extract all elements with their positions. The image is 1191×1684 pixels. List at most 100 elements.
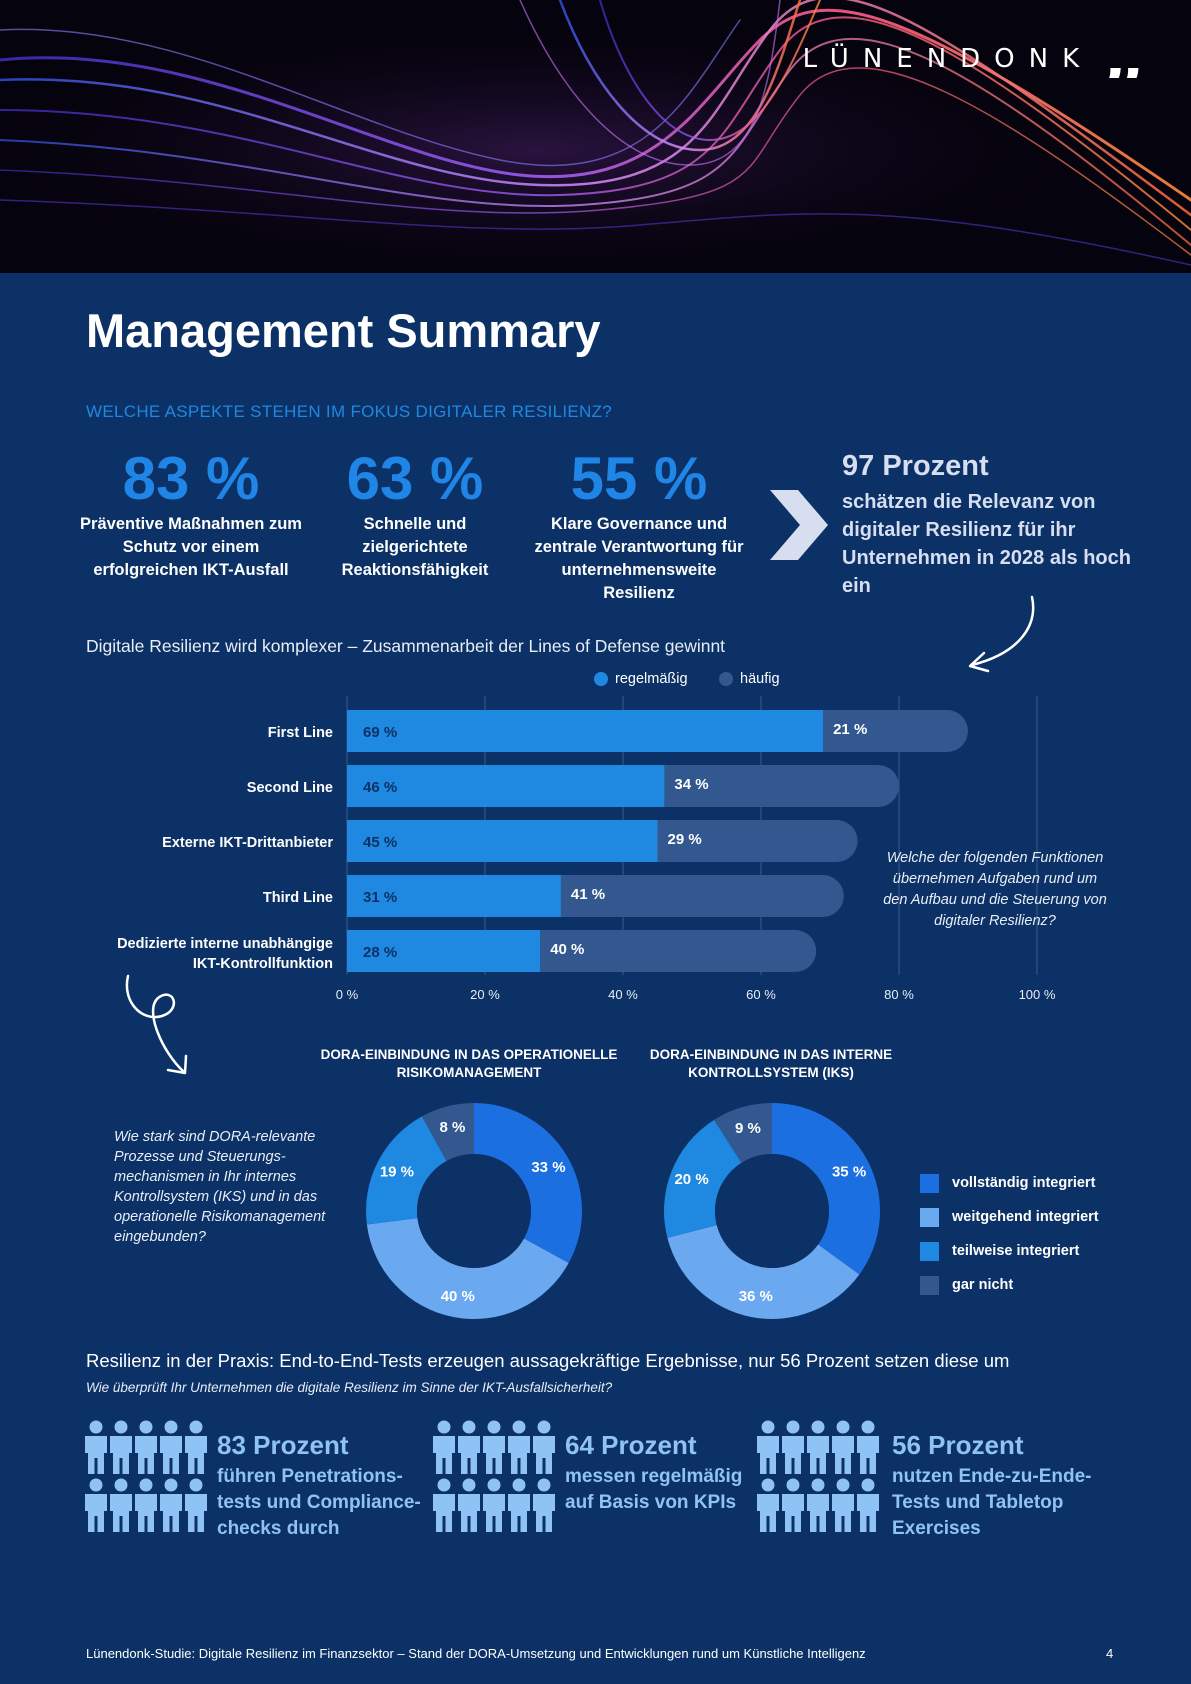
brand-quote-mark: „ xyxy=(1101,34,1146,78)
legend-item-haeufig: häufig xyxy=(719,671,780,687)
person-icon xyxy=(508,1420,530,1474)
bar-haeufig xyxy=(560,875,844,917)
focus-stat-value: 63 % xyxy=(346,445,484,512)
x-tick-label: 40 % xyxy=(608,987,638,1002)
focus-stat-value: 83 % xyxy=(122,445,260,512)
person-icon xyxy=(483,1420,505,1474)
lines-of-defense-bar-chart: 0 % 20 % 40 % 60 % 80 % 100 % 69 % 21 % First Li… xyxy=(117,696,1056,1002)
person-icon xyxy=(832,1420,854,1474)
bar-value-label: 31 % xyxy=(363,889,397,906)
donut-hole xyxy=(715,1154,829,1268)
focus-stat-desc: Schnelle und zielgerichtete Reaktionsfäh… xyxy=(341,515,489,579)
person-icon xyxy=(110,1420,132,1474)
legend-item-gar-nicht: gar nicht xyxy=(920,1268,1099,1302)
bar-regelmaessig xyxy=(347,710,824,752)
practice-stat-head: 56 Prozent xyxy=(892,1430,1024,1460)
legend-label: häufig xyxy=(740,671,780,687)
bar-category-label: Dedizierte interne unabhängige xyxy=(117,936,333,952)
person-icon xyxy=(757,1420,779,1474)
bar-chart-question: Welche der folgenden Funktionen übernehm… xyxy=(883,850,1107,929)
practice-stat-body: führen Penetrations-tests und Compliance… xyxy=(217,1466,421,1539)
footer-text: Lünendonk-Studie: Digitale Resilienz im … xyxy=(86,1646,866,1661)
page-number: 4 xyxy=(1106,1646,1114,1661)
legend-swatch xyxy=(920,1275,939,1295)
person-icon xyxy=(807,1478,829,1532)
person-icon xyxy=(857,1478,879,1532)
person-icon xyxy=(135,1478,157,1532)
practice-stat-body: nutzen Ende-zu-Ende-Tests und Tabletop E… xyxy=(892,1466,1092,1539)
donut-slice xyxy=(667,1225,860,1319)
legend-swatch xyxy=(719,672,733,686)
donut-legend: vollständig integriert weitgehend integr… xyxy=(920,1166,1099,1302)
legend-item-weitgehend: weitgehend integriert xyxy=(920,1200,1099,1234)
bar-regelmaessig xyxy=(347,875,561,917)
legend-swatch xyxy=(920,1207,939,1227)
legend-label: gar nicht xyxy=(952,1277,1014,1293)
bar-value-label: 21 % xyxy=(833,721,867,738)
bar-value-label: 34 % xyxy=(674,776,708,793)
person-icon xyxy=(85,1420,107,1474)
donut-value-label: 40 % xyxy=(441,1288,475,1305)
person-icon xyxy=(782,1478,804,1532)
x-tick-label: 60 % xyxy=(746,987,776,1002)
donut-value-label: 9 % xyxy=(735,1120,761,1137)
legend-label: vollständig integriert xyxy=(952,1175,1096,1191)
curved-arrow-icon xyxy=(968,595,1035,673)
donut-slice xyxy=(421,1103,474,1162)
focus-stat-2: 63 % Schnelle und zielgerichtete Reaktio… xyxy=(300,447,530,582)
person-icon xyxy=(533,1478,555,1532)
practice-stat-1: 83 Prozent führen Penetrations-tests und… xyxy=(217,1428,442,1542)
person-icon xyxy=(135,1420,157,1474)
donut-title-risikomanagement: DORA-EINBINDUNG IN DAS OPERATIONELLE RIS… xyxy=(320,1047,618,1080)
x-tick-label: 100 % xyxy=(1019,987,1056,1002)
focus-stat-desc: Präventive Maßnahmen zum Schutz vor eine… xyxy=(80,515,302,579)
donut-slice xyxy=(772,1103,880,1275)
bar-regelmaessig xyxy=(347,930,541,972)
bar-category-label: IKT-Kontrollfunktion xyxy=(193,956,333,972)
person-icon xyxy=(533,1420,555,1474)
x-tick-label: 0 % xyxy=(336,987,359,1002)
legend-label: teilweise integriert xyxy=(952,1243,1080,1259)
donut-slice xyxy=(366,1116,447,1225)
legend-swatch xyxy=(594,672,608,686)
legend-label: regelmäßig xyxy=(615,671,688,687)
donut-slice xyxy=(366,1218,569,1319)
person-icon xyxy=(458,1478,480,1532)
people-group-icon xyxy=(433,1420,555,1532)
donut-question: Wie stark sind DORA-relevante Prozesse u… xyxy=(114,1129,326,1245)
practice-stat-2: 64 Prozent messen regelmäßig auf Basis v… xyxy=(565,1428,745,1516)
person-icon xyxy=(433,1420,455,1474)
practice-question: Wie überprüft Ihr Unternehmen die digita… xyxy=(86,1380,613,1395)
curved-arrow-icon xyxy=(125,974,188,1075)
bar-haeufig xyxy=(540,930,817,972)
bar-haeufig xyxy=(664,765,899,807)
donut-slice xyxy=(663,1119,742,1238)
focus-section-label: WELCHE ASPEKTE STEHEN IM FOKUS DIGITALER… xyxy=(86,402,613,421)
donut-title-iks: DORA-EINBINDUNG IN DAS INTERNE KONTROLLS… xyxy=(649,1047,893,1080)
person-icon xyxy=(185,1420,207,1474)
person-icon xyxy=(857,1420,879,1474)
dora-donut-charts: 33 % 40 % 19 % 8 % 35 % 36 % 20 % 9 % xyxy=(366,1103,880,1319)
donut-hole xyxy=(417,1154,531,1268)
bar-haeufig xyxy=(823,710,968,752)
person-icon xyxy=(110,1478,132,1532)
legend-item-teilweise: teilweise integriert xyxy=(920,1234,1099,1268)
legend-label: weitgehend integriert xyxy=(952,1209,1099,1225)
donut-value-label: 36 % xyxy=(739,1288,773,1305)
person-icon xyxy=(433,1478,455,1532)
donut-value-label: 20 % xyxy=(674,1171,708,1188)
practice-stat-body: messen regelmäßig auf Basis von KPIs xyxy=(565,1466,743,1513)
person-icon xyxy=(160,1478,182,1532)
bar-value-label: 40 % xyxy=(550,941,584,958)
person-icon xyxy=(85,1478,107,1532)
bar-value-label: 28 % xyxy=(363,944,397,961)
bar-regelmaessig xyxy=(347,820,658,862)
highlight-head: 97 Prozent xyxy=(842,450,989,482)
bar-value-label: 45 % xyxy=(363,834,397,851)
bar-regelmaessig xyxy=(347,765,665,807)
legend-item-vollstaendig: vollständig integriert xyxy=(920,1166,1099,1200)
donut-slice xyxy=(474,1103,582,1264)
person-icon xyxy=(807,1420,829,1474)
x-tick-label: 80 % xyxy=(884,987,914,1002)
x-tick-label: 20 % xyxy=(470,987,500,1002)
